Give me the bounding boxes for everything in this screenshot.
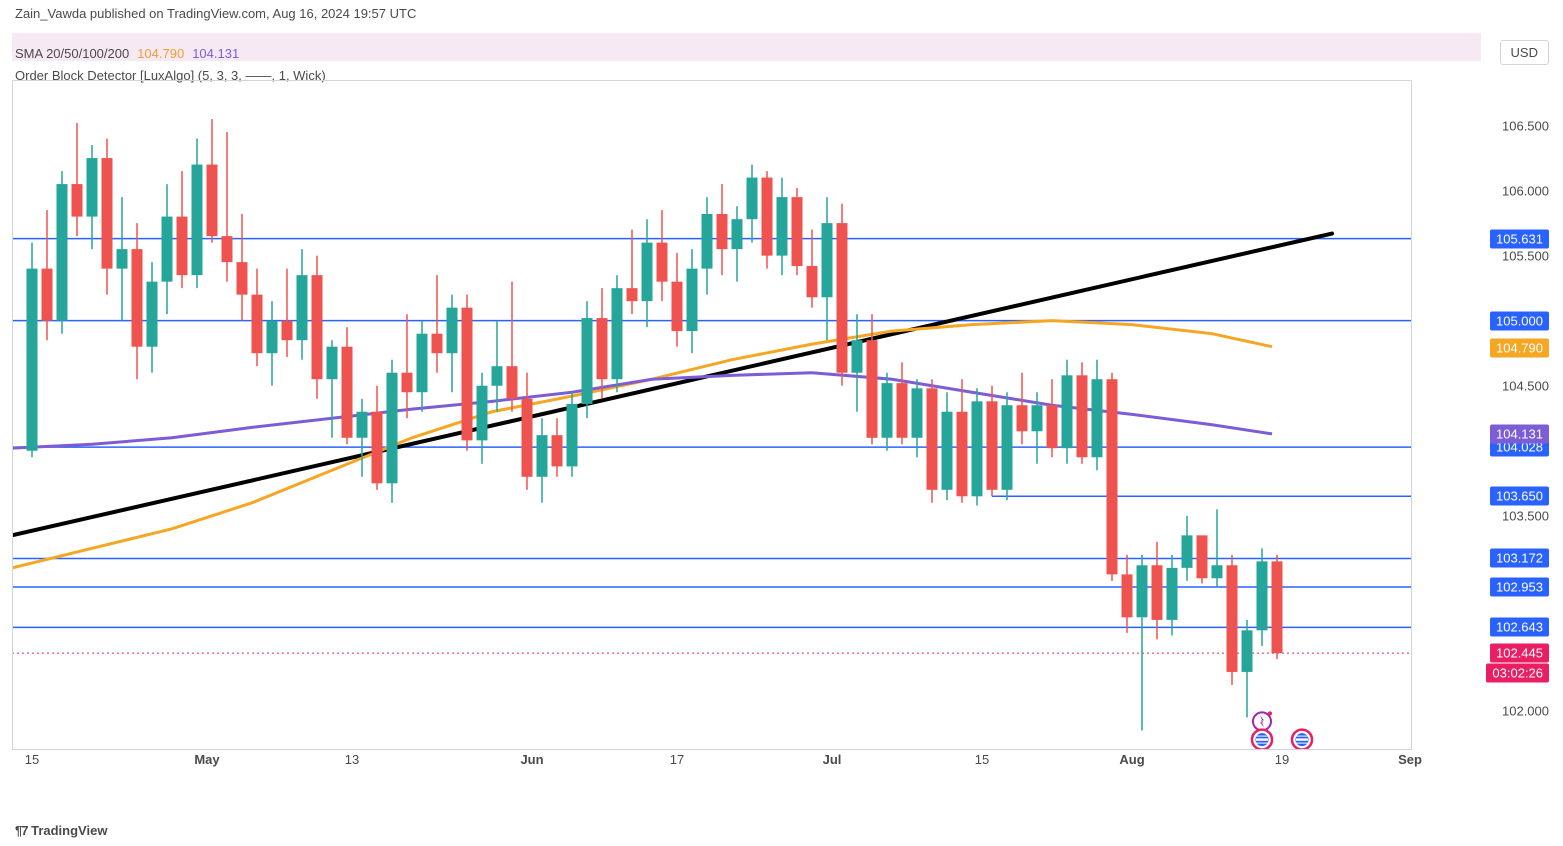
level-price-tag[interactable]: 105.631 <box>1490 229 1549 248</box>
event-flag-icon <box>1292 730 1312 750</box>
y-axis-tick: 104.500 <box>1502 378 1549 393</box>
x-axis-tick: 15 <box>25 752 39 767</box>
publish-info: Zain_Vawda published on TradingView.com,… <box>15 6 416 21</box>
x-axis-tick: 15 <box>975 752 989 767</box>
event-flag-icon <box>1252 730 1272 750</box>
x-axis-tick: Sep <box>1398 752 1422 767</box>
level-price-tag[interactable]: 105.000 <box>1490 311 1549 330</box>
event-flash-icon <box>1253 711 1272 730</box>
y-axis-labels: 106.500 106.000 105.500 104.500 103.500 102.0… <box>1479 80 1549 750</box>
price-chart[interactable] <box>12 80 1412 750</box>
tradingview-logo[interactable]: ¶7 TradingView <box>15 823 107 838</box>
sma-price-tag[interactable]: 104.131 <box>1490 424 1549 443</box>
x-axis-tick: Jul <box>823 752 842 767</box>
level-price-tag[interactable]: 102.643 <box>1490 618 1549 637</box>
x-axis-tick: 13 <box>345 752 359 767</box>
level-price-tag[interactable]: 102.953 <box>1490 577 1549 596</box>
x-axis-tick: Jun <box>520 752 543 767</box>
level-price-tag[interactable]: 103.172 <box>1490 549 1549 568</box>
x-axis-tick: Aug <box>1119 752 1144 767</box>
y-axis-tick: 106.000 <box>1502 183 1549 198</box>
y-axis-tick: 103.500 <box>1502 508 1549 523</box>
y-axis-tick: 105.500 <box>1502 248 1549 263</box>
x-axis-tick: 19 <box>1275 752 1289 767</box>
countdown-tag[interactable]: 03:02:26 <box>1486 664 1549 683</box>
x-axis-tick: May <box>194 752 219 767</box>
sma-value-orange: 104.790 <box>137 46 184 61</box>
y-axis-tick: 102.000 <box>1502 703 1549 718</box>
currency-label[interactable]: USD <box>1500 40 1549 65</box>
sma-price-tag[interactable]: 104.790 <box>1490 339 1549 358</box>
sma-label: SMA 20/50/100/200 <box>15 46 129 61</box>
level-price-tag[interactable]: 103.650 <box>1490 487 1549 506</box>
current-price-tag[interactable]: 102.445 <box>1490 644 1549 663</box>
x-axis-tick: 17 <box>670 752 684 767</box>
sma-value-purple: 104.131 <box>192 46 239 61</box>
x-axis-labels: 15May13Jun17Jul15Aug19Sep <box>12 752 1412 776</box>
sma-indicator-row[interactable]: SMA 20/50/100/200 104.790 104.131 <box>15 46 239 61</box>
y-axis-tick: 106.500 <box>1502 118 1549 133</box>
